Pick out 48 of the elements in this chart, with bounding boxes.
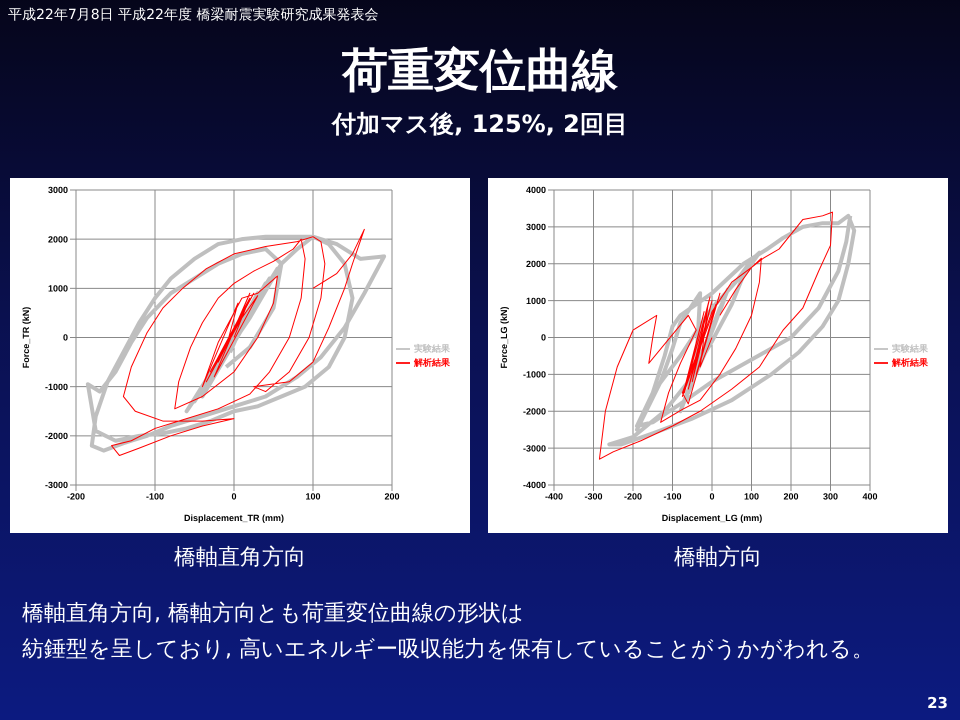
x-tick-label: -100 [663,491,682,502]
y-tick-label: -2000 [44,431,68,442]
y-tick-label: 3000 [48,185,68,196]
y-axis-title: Force_TR (kN) [21,306,32,368]
chart-title: 荷重変位曲線 [340,42,619,99]
text: 紡錘型を呈しており, 高いエネルギー吸収能力を保有していることがうかがわれる。 [22,636,874,664]
x-tick-label: 200 [783,491,799,502]
x-tick-label: -100 [146,491,164,502]
x-tick-label: 200 [384,491,400,502]
text: 橋軸方向 [673,544,763,572]
x-axis-title: Displacement_TR (mm) [184,513,284,523]
x-tick-label: 100 [744,491,760,502]
text: 橋軸直角方向, 橋軸方向とも荷重変位曲線の形状は [22,600,524,628]
x-tick-label: 300 [822,491,838,502]
x-axis-title: Displacement_LG (mm) [662,513,762,523]
y-tick-label: -3000 [522,443,546,454]
x-tick-label: 100 [305,491,321,502]
y-tick-label: -4000 [522,480,546,490]
y-tick-label: -2000 [522,406,546,416]
text: 付加マス後, 125%, 2回目 [330,109,629,140]
legend-label: 実験結果 [892,342,928,353]
text: 平成22年7月8日 平成22年度 橋梁耐震実験研究成果発表会 [8,6,378,24]
text: 23 [927,694,948,712]
x-tick-label: 400 [862,491,878,502]
y-tick-label: 1000 [48,284,68,294]
y-tick-label: 3000 [526,222,546,232]
legend-label: 実験結果 [414,342,450,353]
y-tick-label: 2000 [48,234,68,244]
x-tick-label: -200 [624,491,642,502]
y-tick-label: 0 [62,332,68,343]
x-tick-label: 0 [709,491,715,502]
line-series [598,212,833,460]
legend-label: 解析結果 [892,356,928,367]
y-tick-label: -1000 [44,382,68,392]
y-tick-label: -1000 [522,370,546,380]
line-series [111,228,365,456]
legend-label: 解析結果 [414,356,450,367]
x-tick-label: -200 [66,491,86,502]
y-tick-label: 1000 [526,296,546,306]
x-tick-label: -300 [584,491,603,502]
text: 橋軸直角方向 [173,544,307,572]
y-tick-label: 2000 [526,258,546,269]
y-tick-label: 0 [540,332,546,343]
x-tick-label: -400 [544,491,564,502]
x-tick-label: 0 [231,491,237,502]
y-tick-label: 4000 [526,185,546,196]
y-axis-title: Force_LG (kN) [499,306,510,369]
y-tick-label: -3000 [44,480,68,490]
